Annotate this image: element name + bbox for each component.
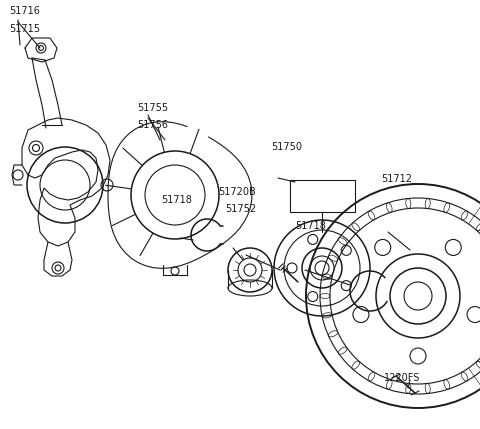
Text: 51712: 51712 — [382, 174, 413, 184]
Text: 51756: 51756 — [137, 120, 168, 130]
Text: 51718: 51718 — [295, 221, 326, 231]
Text: 51752: 51752 — [226, 204, 257, 214]
Text: 51716: 51716 — [10, 6, 40, 16]
Text: 51720B: 51720B — [218, 187, 256, 196]
Text: 51718: 51718 — [161, 195, 192, 205]
Text: 51755: 51755 — [137, 103, 168, 113]
Text: 51750: 51750 — [271, 142, 302, 151]
Text: 1220FS: 1220FS — [384, 373, 420, 383]
Text: 51715: 51715 — [10, 24, 41, 33]
